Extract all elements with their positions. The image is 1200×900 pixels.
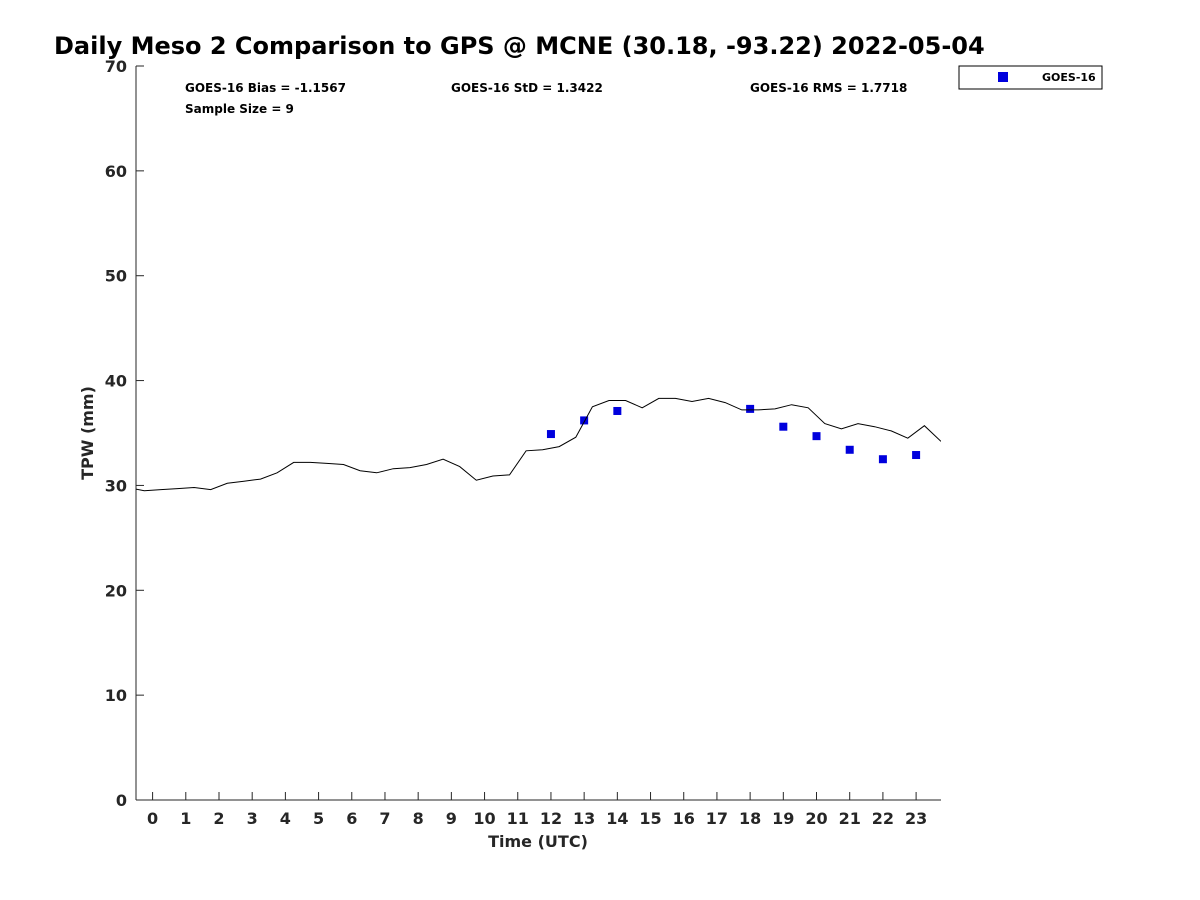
x-axis-label: Time (UTC) xyxy=(488,832,588,851)
y-tick-label: 20 xyxy=(105,581,127,600)
y-tick-label: 40 xyxy=(105,372,127,391)
x-tick-label: 15 xyxy=(639,809,661,828)
y-tick-label: 60 xyxy=(105,162,127,181)
data-point xyxy=(613,406,622,415)
x-tick-label: 7 xyxy=(379,809,390,828)
x-tick-label: 19 xyxy=(772,809,794,828)
stat-std: GOES-16 StD = 1.3422 xyxy=(451,81,603,95)
data-point xyxy=(812,432,821,441)
x-tick-label: 20 xyxy=(805,809,827,828)
x-tick-label: 11 xyxy=(507,809,529,828)
x-tick-label: 8 xyxy=(413,809,424,828)
legend-label: GOES-16 xyxy=(1042,71,1096,84)
chart-title: Daily Meso 2 Comparison to GPS @ MCNE (3… xyxy=(54,32,985,60)
x-tick-label: 17 xyxy=(706,809,728,828)
x-tick-label: 1 xyxy=(180,809,191,828)
data-point xyxy=(546,430,555,439)
data-point xyxy=(779,422,788,431)
series-line xyxy=(136,397,941,492)
legend: GOES-16 xyxy=(958,65,1103,90)
stat-bias: GOES-16 Bias = -1.1567 xyxy=(185,81,346,95)
x-tick-label: 3 xyxy=(247,809,258,828)
data-point xyxy=(845,445,854,454)
x-tick-label: 16 xyxy=(673,809,695,828)
stat-rms: GOES-16 RMS = 1.7718 xyxy=(750,81,907,95)
x-tick-label: 14 xyxy=(606,809,628,828)
x-tick-label: 18 xyxy=(739,809,761,828)
y-tick-label: 10 xyxy=(105,686,127,705)
data-point xyxy=(878,455,887,464)
x-tick-label: 22 xyxy=(872,809,894,828)
x-tick-label: 10 xyxy=(473,809,495,828)
x-tick-label: 4 xyxy=(280,809,291,828)
y-tick-label: 0 xyxy=(116,791,127,810)
x-tick-label: 2 xyxy=(213,809,224,828)
y-tick-label: 50 xyxy=(105,267,127,286)
data-point xyxy=(580,416,589,425)
y-axis-label: TPW (mm) xyxy=(78,386,97,480)
x-tick-label: 23 xyxy=(905,809,927,828)
x-tick-label: 0 xyxy=(147,809,158,828)
stat-sample-size: Sample Size = 9 xyxy=(185,102,294,116)
y-tick-label: 30 xyxy=(105,476,127,495)
x-tick-label: 13 xyxy=(573,809,595,828)
x-tick-label: 5 xyxy=(313,809,324,828)
x-tick-label: 6 xyxy=(346,809,357,828)
data-point xyxy=(746,404,755,413)
data-point xyxy=(912,451,921,460)
x-tick-label: 9 xyxy=(446,809,457,828)
x-tick-label: 21 xyxy=(839,809,861,828)
x-tick-label: 12 xyxy=(540,809,562,828)
legend-marker xyxy=(998,72,1008,82)
legend-box xyxy=(958,65,1103,90)
y-tick-label: 70 xyxy=(105,57,127,76)
